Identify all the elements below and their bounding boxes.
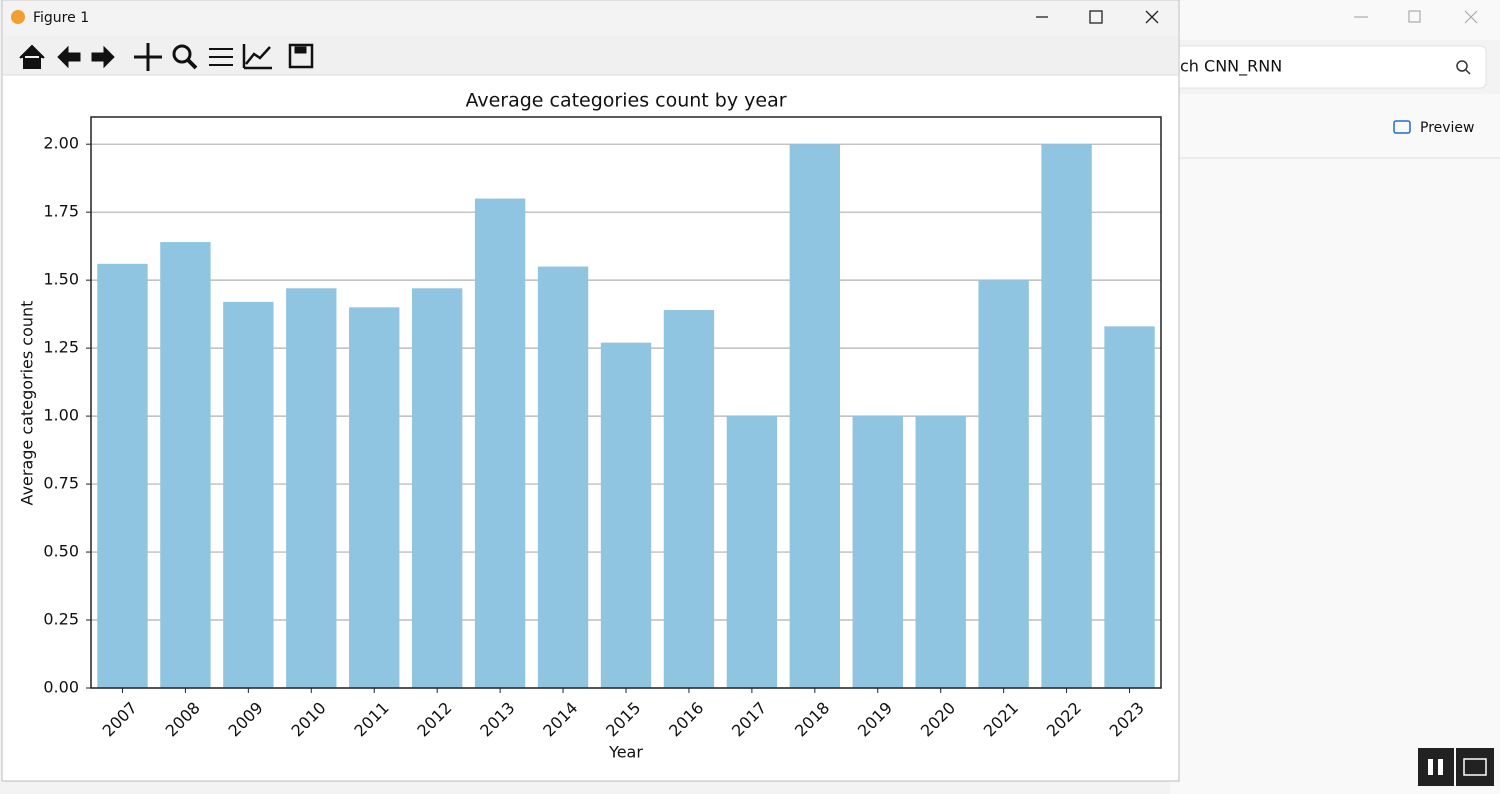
save-button[interactable]	[288, 43, 314, 69]
bar	[349, 307, 400, 688]
screen-button[interactable]	[1456, 748, 1494, 786]
home-button[interactable]	[19, 44, 45, 69]
pan-button[interactable]	[134, 43, 162, 71]
configure-button[interactable]	[209, 48, 233, 66]
bar	[223, 301, 274, 688]
plot-frame	[90, 116, 1162, 689]
preview-icon[interactable]	[1393, 120, 1411, 134]
search-icon-handle	[1465, 69, 1471, 75]
title-bar	[3, 1, 1178, 36]
y-tick-label: 1.75	[43, 202, 79, 221]
background-window	[1170, 0, 1500, 794]
bar	[852, 416, 903, 688]
bar	[412, 288, 463, 688]
y-tick-label: 1.25	[43, 338, 79, 357]
bar	[1104, 326, 1155, 688]
bar	[474, 198, 526, 689]
y-tick-label: 1.50	[43, 270, 79, 289]
x-axis-label: Year	[608, 743, 643, 762]
back-button[interactable]	[57, 45, 81, 69]
bar	[663, 310, 715, 688]
axes-button[interactable]	[242, 44, 272, 70]
search-text: ch CNN_RNN	[1180, 57, 1282, 77]
bar	[726, 416, 778, 688]
bar	[978, 280, 1029, 688]
zoom-handle	[186, 58, 198, 70]
y-tick-label: 0.50	[43, 542, 79, 561]
y-tick-label: 2.00	[43, 134, 79, 153]
save-icon-part	[294, 46, 307, 54]
bar	[286, 288, 337, 688]
y-axis-label: Average categories count	[18, 301, 37, 506]
bar	[97, 263, 148, 688]
bar	[915, 416, 966, 688]
chart-title: Average categories count by year	[465, 90, 786, 112]
bar	[1041, 144, 1092, 688]
window-title: Figure 1	[33, 10, 89, 26]
zoom-button[interactable]	[172, 44, 192, 64]
y-tick-label: 0.25	[43, 610, 79, 629]
y-tick-label: 0.00	[43, 678, 79, 697]
y-tick-label: 1.00	[43, 406, 79, 425]
pause-bar	[1428, 759, 1433, 775]
app-icon	[11, 10, 25, 24]
bar	[789, 144, 840, 688]
pause-bar	[1438, 759, 1443, 775]
y-tick-label: 0.75	[43, 474, 79, 493]
bg-restore[interactable]	[1408, 10, 1421, 23]
pause-button[interactable]	[1418, 748, 1454, 786]
maximize-button[interactable]	[1089, 10, 1103, 24]
bar	[160, 242, 211, 689]
search-icon[interactable]	[1456, 60, 1468, 72]
preview-button[interactable]: Preview	[1420, 120, 1475, 136]
bar	[537, 266, 589, 688]
toolbar	[3, 36, 1178, 75]
bg-close[interactable]	[1464, 10, 1478, 24]
screen-icon	[1463, 758, 1487, 776]
forward-button[interactable]	[91, 45, 115, 69]
bar	[600, 342, 652, 688]
close-button[interactable]	[1145, 10, 1159, 24]
